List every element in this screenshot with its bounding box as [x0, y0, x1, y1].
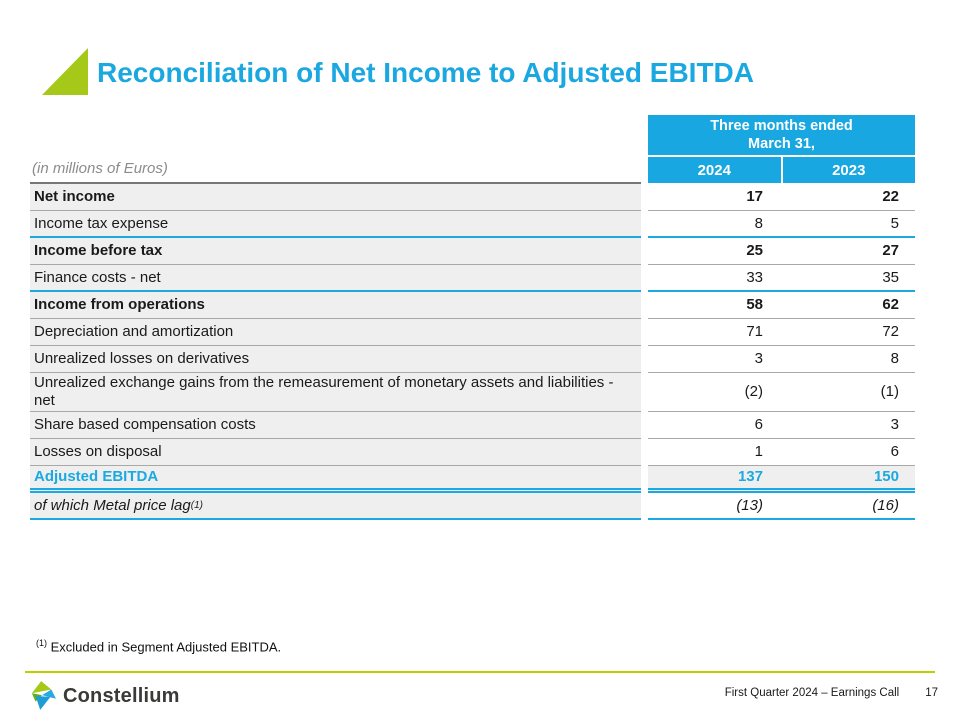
value-2024: 137 — [737, 468, 763, 485]
table-row-label: Income tax expense — [30, 211, 641, 238]
value-2024: 25 — [746, 242, 763, 259]
value-2023: 27 — [882, 242, 899, 259]
period-label: Three months ended March 31, — [648, 115, 915, 155]
footnote: (1) Excluded in Segment Adjusted EBITDA. — [36, 638, 281, 654]
table-row-label: Income from operations — [30, 292, 641, 319]
value-2024: 1 — [754, 443, 763, 460]
value-2023: 72 — [882, 323, 899, 340]
units-note: (in millions of Euros) — [30, 155, 641, 184]
table-row-values: (2) (1) — [648, 373, 915, 412]
table-value-rows: 17 22 8 5 25 27 33 35 58 62 71 72 3 8 (2) (1) 6 3 1 6 137 150… — [648, 184, 915, 520]
title-triangle-icon — [42, 48, 88, 95]
footnote-marker: (1) — [36, 638, 47, 648]
footer-caption: First Quarter 2024 – Earnings Call — [724, 687, 900, 699]
value-2024: 58 — [746, 296, 763, 313]
table-row-label: Finance costs - net — [30, 265, 641, 292]
column-header-2024: 2024 — [648, 157, 783, 183]
table-row-values: 58 62 — [648, 292, 915, 319]
footnote-text: Excluded in Segment Adjusted EBITDA. — [50, 639, 282, 655]
value-2023: (16) — [872, 496, 899, 514]
table-row-label: of which Metal price lag (1) — [30, 493, 641, 520]
value-2023: 150 — [873, 468, 899, 485]
value-2023: 62 — [882, 296, 899, 313]
table-row-label: Unrealized exchange gains from the remea… — [30, 373, 641, 412]
brand-logo: Constellium — [30, 681, 180, 711]
table-row-label: Depreciation and amortization — [30, 319, 641, 346]
value-2023: 6 — [890, 443, 899, 460]
brand-name: Constellium — [63, 684, 180, 707]
value-2024: 6 — [754, 416, 763, 433]
period-line1: Three months ended — [710, 118, 853, 134]
table-row-values: 137 150 — [648, 466, 915, 493]
table-row-label: Income before tax — [30, 238, 641, 265]
table-label-column: (in millions of Euros) Net income Income … — [30, 155, 641, 520]
year-columns: 2024 2023 — [648, 155, 915, 183]
table-row-values: 17 22 — [648, 184, 915, 211]
table-row-values: 71 72 — [648, 319, 915, 346]
table-row-label: Net income — [30, 184, 641, 211]
table-label-rows: Net income Income tax expense Income befor… — [30, 184, 641, 520]
value-2023: 5 — [890, 214, 899, 232]
value-2023: 8 — [890, 350, 899, 367]
table-row-label: Unrealized losses on derivatives — [30, 346, 641, 373]
footer-divider — [25, 671, 935, 673]
value-2023: 35 — [882, 268, 899, 286]
value-2024: 33 — [746, 268, 763, 286]
table-row-label: Share based compensation costs — [30, 412, 641, 439]
value-2023: 3 — [890, 416, 899, 433]
value-2024: 8 — [754, 214, 763, 232]
page-number: 17 — [925, 687, 938, 699]
value-2024: (13) — [736, 496, 763, 514]
footer-right: First Quarter 2024 – Earnings Call 17 — [725, 687, 938, 699]
table-row-label: Adjusted EBITDA — [30, 466, 641, 493]
period-line2: March 31, — [748, 136, 815, 152]
value-2024: 71 — [746, 323, 763, 340]
value-2024: 3 — [754, 350, 763, 367]
constellium-logo-icon — [31, 681, 56, 710]
value-2024: 17 — [746, 188, 763, 205]
table-period-header: Three months ended March 31, 2024 2023 — [648, 115, 915, 183]
value-2023: (1) — [880, 383, 899, 400]
value-2023: 22 — [882, 188, 899, 205]
table-row-values: (13) (16) — [648, 493, 915, 520]
page-title: Reconciliation of Net Income to Adjusted… — [97, 57, 755, 88]
column-header-2023: 2023 — [832, 161, 866, 179]
table-row-values: 25 27 — [648, 238, 915, 265]
table-row-label: Losses on disposal — [30, 439, 641, 466]
value-2024: (2) — [744, 383, 763, 400]
table-row-values: 33 35 — [648, 265, 915, 292]
